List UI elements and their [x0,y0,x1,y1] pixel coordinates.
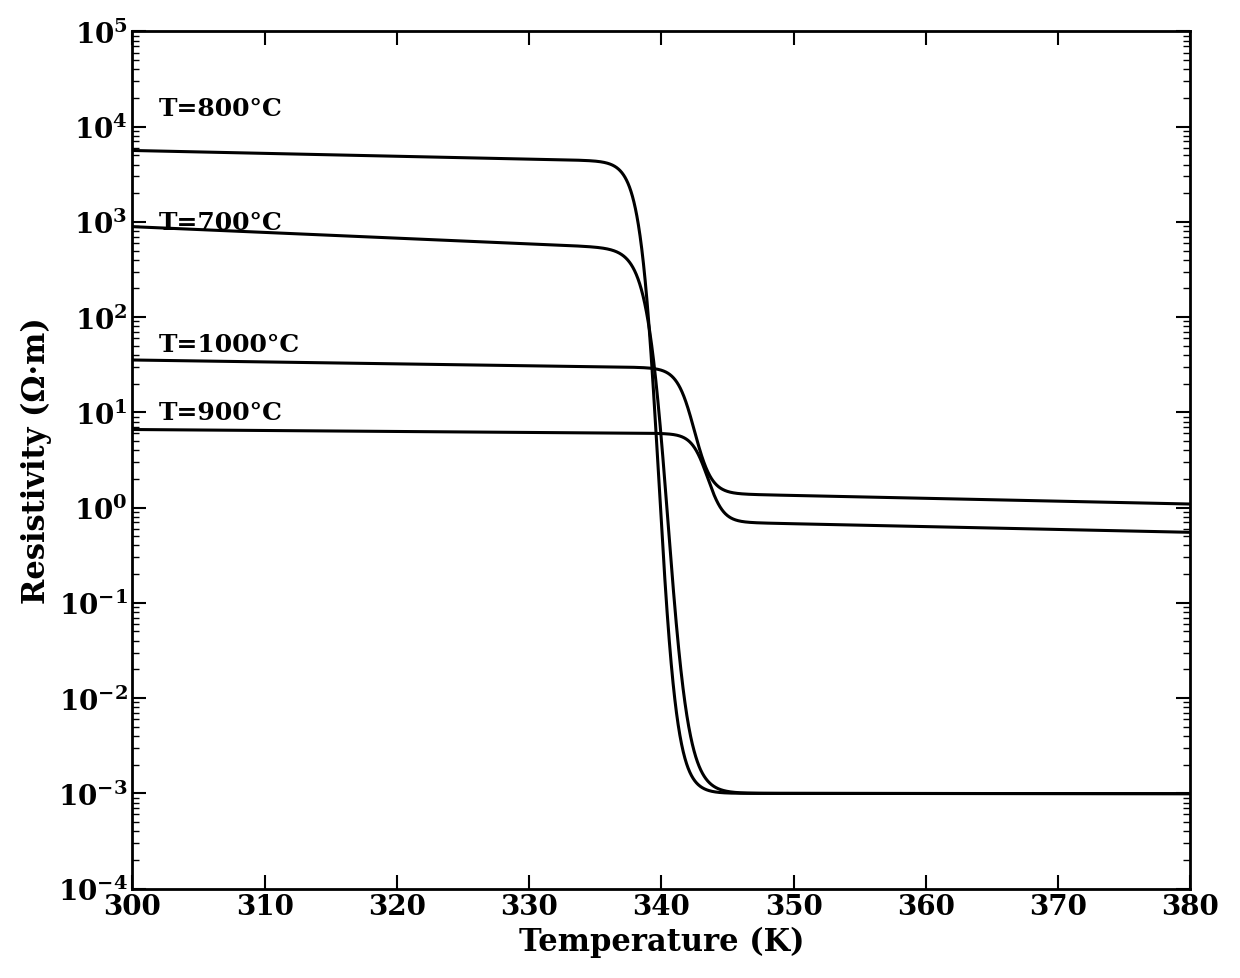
Text: T=800°C: T=800°C [159,97,283,120]
Text: T=700°C: T=700°C [159,210,283,235]
Y-axis label: Resistivity (Ω·m): Resistivity (Ω·m) [21,317,52,603]
X-axis label: Temperature (K): Temperature (K) [518,926,804,957]
Text: T=1000°C: T=1000°C [159,333,300,356]
Text: T=900°C: T=900°C [159,401,283,424]
